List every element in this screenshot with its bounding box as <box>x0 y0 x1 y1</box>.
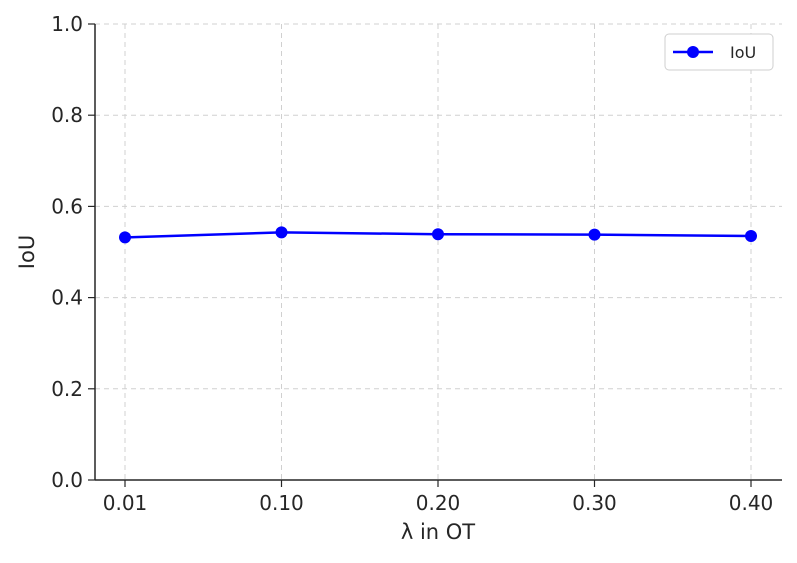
y-tick-label: 0.4 <box>51 286 83 310</box>
data-point[interactable] <box>275 226 288 239</box>
data-point[interactable] <box>432 228 444 241</box>
x-tick-label: 0.30 <box>572 491 617 515</box>
legend-box <box>664 33 774 71</box>
series <box>119 226 757 244</box>
x-axis-title: λ in OT <box>401 520 475 544</box>
y-tick-label: 1.0 <box>51 12 83 36</box>
ticks: 0.01 0.10 0.20 0.30 0.40 0.0 0.2 0.4 0.6 0.8 1.0 <box>51 12 773 515</box>
legend-marker-icon <box>687 46 699 58</box>
data-point[interactable] <box>745 230 757 243</box>
x-tick-label: 0.40 <box>729 491 774 515</box>
data-point[interactable] <box>588 228 601 241</box>
legend-label-iou: IoU <box>730 43 756 62</box>
x-tick-label: 0.20 <box>416 491 461 515</box>
data-point[interactable] <box>119 231 131 244</box>
x-tick-label: 0.10 <box>259 491 304 515</box>
grid-lines <box>95 23 782 480</box>
y-tick-label: 0.8 <box>51 103 83 127</box>
legend[interactable]: IoU <box>664 33 774 71</box>
y-tick-label: 0.2 <box>51 377 83 401</box>
y-tick-label: 0.6 <box>51 194 83 218</box>
y-axis-title: IoU <box>15 235 39 269</box>
y-tick-label: 0.0 <box>51 468 83 492</box>
x-tick-label: 0.01 <box>103 491 148 515</box>
